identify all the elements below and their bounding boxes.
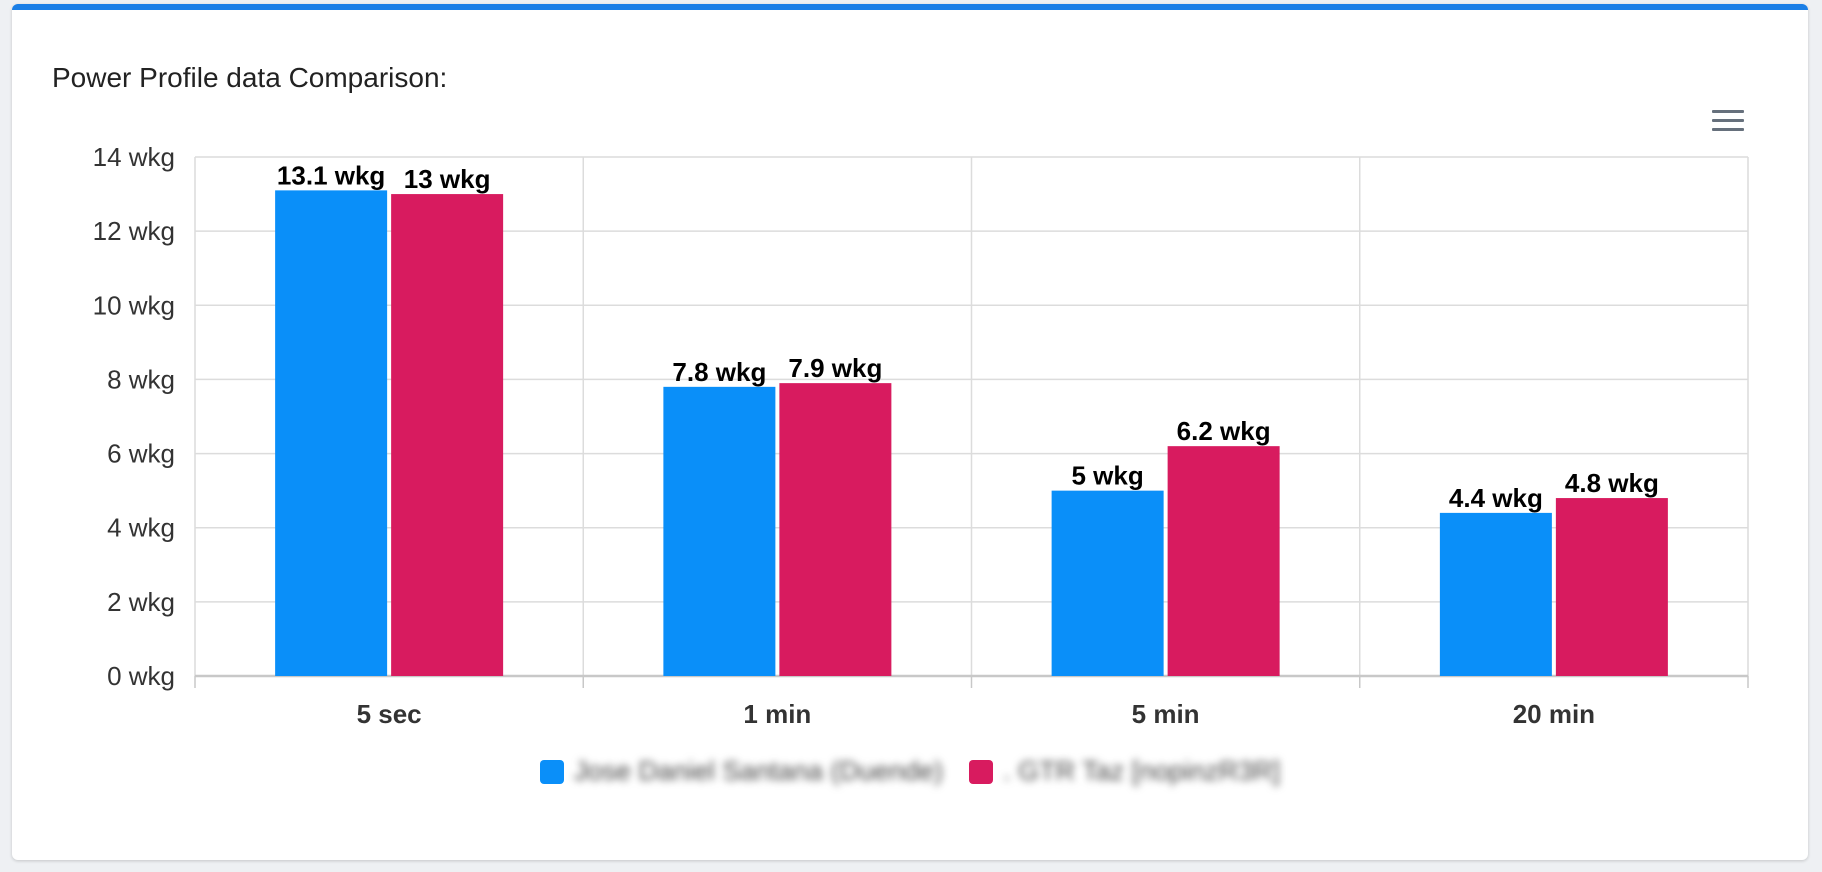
data-label: 5 wkg (1072, 461, 1144, 491)
legend-swatch-series-2 (969, 759, 994, 784)
data-label: 13 wkg (404, 164, 491, 194)
legend-swatch-series-1 (539, 759, 564, 784)
x-tick-label: 5 sec (357, 699, 422, 729)
data-label: 13.1 wkg (277, 160, 385, 190)
bar (1555, 498, 1668, 676)
data-label: 6.2 wkg (1177, 416, 1271, 446)
bar (779, 383, 892, 676)
x-tick-label: 5 min (1132, 699, 1200, 729)
y-tick-label: 4 wkg (107, 513, 175, 543)
card-title: Power Profile data Comparison: (52, 62, 448, 93)
legend-label-series-1: Jose Daniel Santana (Duende) (573, 756, 944, 786)
legend-item-series-1[interactable]: Jose Daniel Santana (Duende) (539, 756, 944, 787)
data-label: 7.8 wkg (672, 357, 766, 387)
bar (275, 190, 388, 676)
bar (391, 194, 504, 677)
x-tick-label: 20 min (1513, 699, 1595, 729)
y-tick-label: 14 wkg (93, 142, 175, 172)
y-tick-label: 6 wkg (107, 439, 175, 469)
bar-chart: 0 wkg 2 wkg 4 wkg 6 wkg 8 wkg 10 wkg 12 wkg 14 … (93, 142, 1749, 729)
legend-item-series-2[interactable]: . GTR Taz [nopinzR3R] (969, 756, 1280, 787)
bar (1167, 446, 1280, 676)
data-label: 4.4 wkg (1449, 483, 1543, 513)
hamburger-menu-icon[interactable] (1712, 110, 1746, 138)
bar (1051, 490, 1164, 676)
data-label: 7.9 wkg (788, 353, 882, 383)
bar (1439, 512, 1552, 676)
x-tick-label: 1 min (743, 699, 811, 729)
chart-legend: Jose Daniel Santana (Duende) . GTR Taz [… (12, 756, 1808, 787)
legend-label-series-2: . GTR Taz [nopinzR3R] (1003, 756, 1281, 786)
y-tick-label: 10 wkg (93, 290, 175, 320)
y-tick-label: 8 wkg (107, 364, 175, 394)
data-label: 4.8 wkg (1565, 468, 1659, 498)
bar (663, 386, 776, 676)
y-tick-label: 12 wkg (93, 216, 175, 246)
chart-card: Power Profile data Comparison: 0 wkg 2 wk… (12, 4, 1808, 860)
y-tick-label: 0 wkg (107, 661, 175, 691)
y-tick-label: 2 wkg (107, 587, 175, 617)
